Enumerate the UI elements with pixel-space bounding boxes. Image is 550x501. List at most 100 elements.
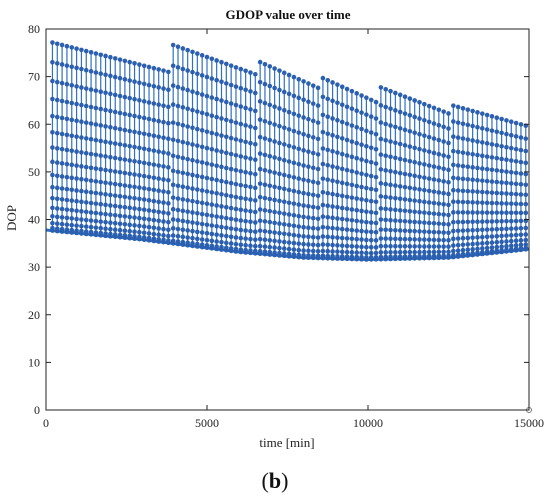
data-point bbox=[513, 201, 519, 207]
stem-series bbox=[451, 103, 456, 260]
stem-series bbox=[248, 70, 253, 256]
data-point bbox=[112, 109, 118, 115]
data-point bbox=[349, 217, 355, 223]
data-point bbox=[431, 177, 437, 182]
data-point bbox=[465, 137, 471, 142]
data-point bbox=[224, 245, 229, 251]
data-point bbox=[243, 236, 248, 241]
data-point bbox=[185, 228, 190, 233]
data-point bbox=[199, 242, 205, 247]
data-point bbox=[175, 183, 181, 189]
data-point bbox=[69, 117, 75, 123]
data-point bbox=[451, 236, 456, 242]
data-point bbox=[306, 164, 311, 169]
data-point bbox=[422, 237, 427, 242]
stem-series bbox=[489, 114, 495, 256]
data-point bbox=[513, 181, 519, 187]
data-point bbox=[518, 245, 524, 251]
data-point bbox=[262, 237, 268, 243]
data-point bbox=[310, 101, 316, 106]
data-point bbox=[402, 171, 408, 177]
data-point bbox=[407, 249, 413, 255]
data-point bbox=[291, 232, 297, 238]
data-point bbox=[103, 72, 108, 78]
data-point bbox=[112, 92, 118, 98]
data-point bbox=[267, 137, 273, 143]
data-point bbox=[88, 87, 94, 92]
data-point bbox=[50, 40, 55, 45]
data-point bbox=[523, 242, 529, 247]
data-point bbox=[50, 205, 55, 211]
stem-series bbox=[349, 88, 355, 262]
data-point bbox=[436, 107, 442, 113]
data-point bbox=[248, 184, 253, 190]
data-point bbox=[190, 107, 195, 113]
y-tick-label: 20 bbox=[28, 308, 40, 322]
data-point bbox=[233, 226, 239, 232]
data-point bbox=[180, 234, 186, 240]
data-point bbox=[233, 84, 239, 89]
data-point bbox=[146, 116, 152, 122]
data-point bbox=[480, 246, 485, 251]
data-point bbox=[219, 215, 224, 220]
data-point bbox=[508, 233, 514, 238]
data-point bbox=[74, 101, 79, 107]
data-point bbox=[112, 74, 118, 80]
data-point bbox=[170, 195, 176, 200]
data-point bbox=[301, 241, 306, 247]
data-point bbox=[364, 112, 369, 117]
data-point bbox=[146, 161, 152, 167]
data-point bbox=[320, 94, 326, 100]
data-point bbox=[499, 168, 504, 174]
data-point bbox=[301, 115, 306, 120]
data-point bbox=[480, 234, 485, 240]
stem-series bbox=[431, 105, 437, 261]
data-point bbox=[64, 43, 70, 49]
data-point bbox=[69, 187, 75, 193]
data-point bbox=[54, 214, 60, 220]
data-point bbox=[296, 224, 302, 229]
data-point bbox=[431, 121, 437, 126]
data-point bbox=[50, 145, 55, 150]
data-point bbox=[344, 236, 350, 241]
data-point bbox=[431, 150, 437, 156]
data-point bbox=[436, 122, 442, 128]
data-point bbox=[508, 238, 514, 244]
data-point bbox=[141, 131, 147, 137]
data-point bbox=[412, 114, 417, 120]
data-point bbox=[330, 80, 335, 85]
data-point bbox=[117, 221, 123, 227]
data-point bbox=[301, 248, 306, 253]
data-point bbox=[446, 222, 451, 227]
data-point bbox=[69, 207, 75, 213]
data-point bbox=[364, 128, 369, 134]
data-point bbox=[141, 99, 147, 104]
stem-series bbox=[465, 107, 471, 258]
data-point bbox=[98, 191, 104, 196]
data-point bbox=[219, 98, 224, 103]
data-point bbox=[523, 225, 529, 231]
data-point bbox=[397, 249, 403, 255]
data-point bbox=[470, 177, 475, 183]
data-point bbox=[204, 237, 210, 243]
data-point bbox=[272, 66, 277, 71]
data-point bbox=[127, 205, 133, 211]
caption-close: ) bbox=[281, 468, 289, 493]
data-point bbox=[344, 167, 350, 173]
data-point bbox=[455, 188, 461, 193]
data-point bbox=[170, 168, 176, 174]
data-point bbox=[112, 181, 118, 187]
data-point bbox=[518, 135, 524, 140]
data-point bbox=[354, 254, 360, 260]
data-point bbox=[388, 106, 393, 111]
data-point bbox=[513, 226, 519, 231]
data-point bbox=[253, 220, 258, 225]
data-point bbox=[320, 75, 326, 81]
data-point bbox=[344, 181, 350, 187]
data-point bbox=[330, 98, 335, 104]
data-point bbox=[465, 219, 471, 225]
data-point bbox=[166, 227, 171, 233]
data-point bbox=[484, 200, 490, 206]
data-point bbox=[156, 118, 161, 124]
data-point bbox=[397, 196, 403, 202]
